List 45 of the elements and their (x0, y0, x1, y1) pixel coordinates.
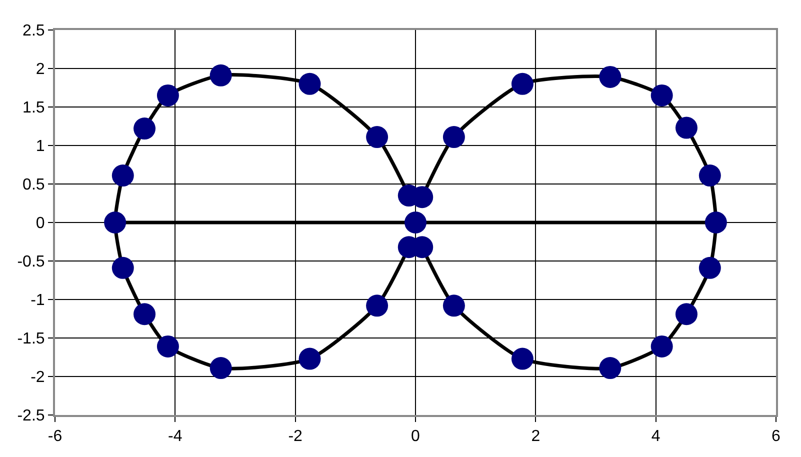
x-tick-label: 6 (772, 428, 781, 446)
point (366, 294, 388, 317)
point (511, 348, 534, 370)
point (442, 126, 465, 148)
point (675, 303, 698, 326)
y-tick-label: -1.5 (17, 330, 45, 348)
point (366, 126, 388, 148)
y-tick-label: 0.5 (22, 176, 45, 194)
point (675, 116, 698, 139)
point (599, 357, 622, 380)
point (298, 348, 321, 370)
x-tick-label: 2 (531, 428, 540, 446)
point (156, 84, 179, 106)
y-tick-label: 1 (36, 138, 45, 156)
x-tick-label: -2 (288, 428, 303, 446)
point (599, 66, 622, 88)
point (650, 335, 673, 358)
point (442, 294, 465, 317)
point (112, 164, 134, 187)
y-tick-label: -0.5 (17, 254, 45, 271)
y-tick-label: 2.5 (22, 22, 45, 40)
point (298, 72, 321, 95)
y-tick-label: -1 (30, 292, 45, 310)
x-tick-label: 4 (651, 428, 660, 446)
point (698, 256, 721, 279)
point (134, 118, 156, 140)
y-tick-label: 2 (36, 61, 45, 78)
point (704, 212, 727, 234)
point (698, 164, 721, 187)
point (104, 212, 126, 234)
point (156, 335, 179, 358)
point (112, 256, 134, 279)
point (650, 84, 673, 106)
point (134, 303, 156, 326)
x-tick-label: -4 (168, 428, 182, 446)
point (210, 357, 232, 380)
x-tick-label: -6 (48, 428, 62, 446)
y-tick-label: 0 (36, 215, 45, 232)
x-tick-label: 0 (411, 428, 420, 446)
y-tick-label: -2 (30, 369, 45, 386)
point (404, 212, 426, 234)
y-tick-label: 1.5 (22, 100, 45, 117)
point (511, 72, 534, 95)
point (210, 64, 232, 86)
y-tick-label: -2.5 (17, 408, 45, 425)
